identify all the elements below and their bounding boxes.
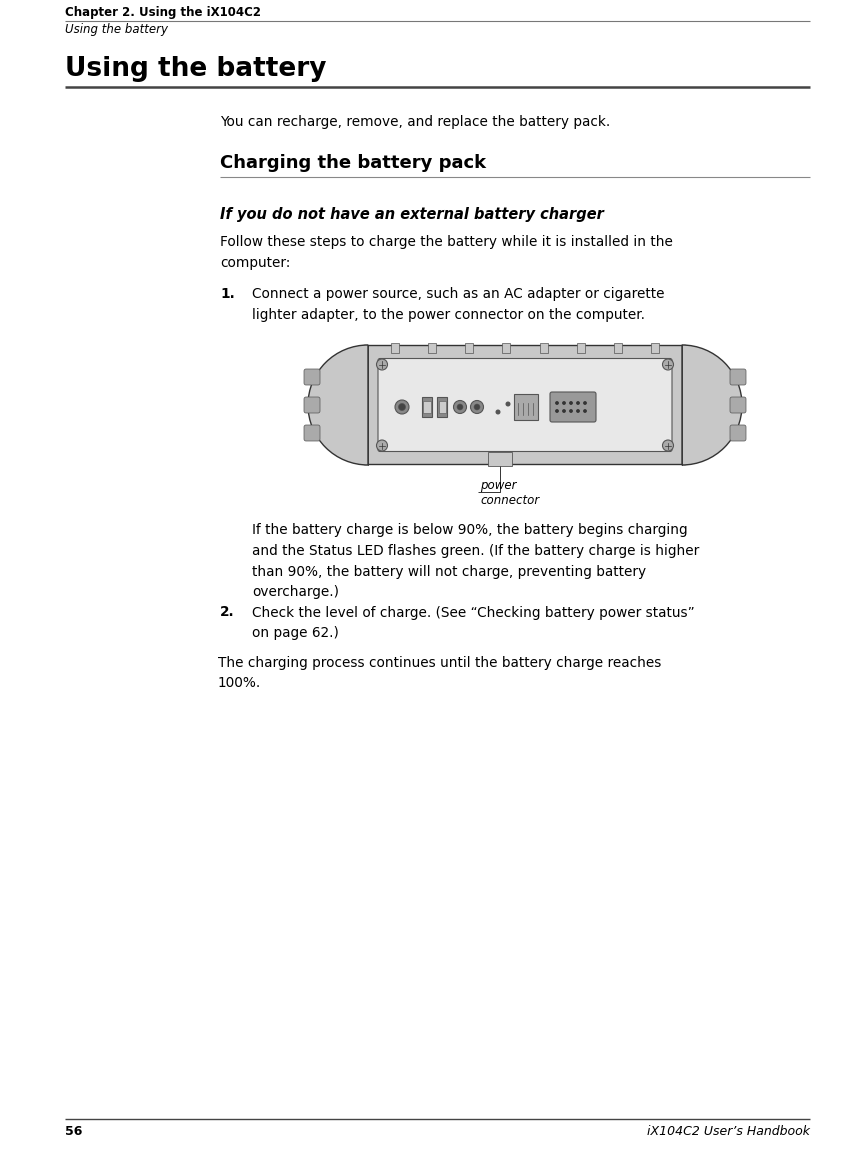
Text: Check the level of charge. (See “Checking battery power status”
on page 62.): Check the level of charge. (See “Checkin… bbox=[252, 606, 695, 640]
Circle shape bbox=[570, 402, 573, 404]
FancyBboxPatch shape bbox=[730, 369, 746, 385]
Text: Connect a power source, such as an AC adapter or cigarette
lighter adapter, to t: Connect a power source, such as an AC ad… bbox=[252, 287, 665, 322]
Bar bbox=[422, 397, 432, 417]
Circle shape bbox=[562, 402, 565, 404]
Circle shape bbox=[474, 404, 480, 410]
Circle shape bbox=[377, 359, 387, 370]
Circle shape bbox=[556, 410, 558, 412]
Text: 1.: 1. bbox=[220, 287, 235, 301]
Bar bbox=[540, 343, 547, 352]
FancyBboxPatch shape bbox=[362, 345, 688, 465]
Circle shape bbox=[507, 403, 510, 406]
Text: iX104C2 User’s Handbook: iX104C2 User’s Handbook bbox=[647, 1125, 810, 1138]
Bar bbox=[428, 343, 436, 352]
Text: If the battery charge is below 90%, the battery begins charging
and the Status L: If the battery charge is below 90%, the … bbox=[252, 524, 700, 599]
Circle shape bbox=[562, 410, 565, 412]
FancyBboxPatch shape bbox=[304, 369, 320, 385]
Circle shape bbox=[453, 400, 467, 413]
Circle shape bbox=[662, 440, 673, 451]
Bar bbox=[614, 343, 622, 352]
Bar bbox=[391, 343, 399, 352]
Circle shape bbox=[662, 359, 673, 370]
Text: Follow these steps to charge the battery while it is installed in the
computer:: Follow these steps to charge the battery… bbox=[220, 235, 673, 270]
Text: Using the battery: Using the battery bbox=[65, 23, 168, 36]
Bar bbox=[437, 397, 447, 417]
FancyBboxPatch shape bbox=[730, 425, 746, 441]
Circle shape bbox=[584, 410, 586, 412]
FancyBboxPatch shape bbox=[304, 397, 320, 413]
Circle shape bbox=[577, 402, 579, 404]
Circle shape bbox=[516, 410, 520, 414]
Circle shape bbox=[577, 410, 579, 412]
Text: The charging process continues until the battery charge reaches
100%.: The charging process continues until the… bbox=[218, 655, 662, 690]
Text: You can recharge, remove, and replace the battery pack.: You can recharge, remove, and replace th… bbox=[220, 115, 610, 129]
Text: 2.: 2. bbox=[220, 606, 235, 620]
Wedge shape bbox=[682, 345, 742, 465]
Text: Charging the battery pack: Charging the battery pack bbox=[220, 153, 486, 172]
Text: If you do not have an external battery charger: If you do not have an external battery c… bbox=[220, 207, 604, 222]
Circle shape bbox=[496, 410, 500, 414]
Circle shape bbox=[377, 440, 387, 451]
Bar bbox=[439, 400, 446, 413]
Bar bbox=[577, 343, 584, 352]
FancyBboxPatch shape bbox=[514, 394, 538, 420]
Circle shape bbox=[398, 404, 406, 411]
Bar bbox=[465, 343, 473, 352]
Text: connector: connector bbox=[480, 494, 540, 507]
FancyBboxPatch shape bbox=[730, 397, 746, 413]
Circle shape bbox=[457, 404, 463, 410]
Bar bbox=[502, 343, 511, 352]
Circle shape bbox=[556, 402, 558, 404]
FancyBboxPatch shape bbox=[304, 425, 320, 441]
Bar bbox=[424, 400, 430, 413]
Text: Using the battery: Using the battery bbox=[65, 57, 326, 82]
FancyBboxPatch shape bbox=[378, 359, 672, 451]
Circle shape bbox=[395, 400, 409, 414]
FancyBboxPatch shape bbox=[550, 392, 596, 422]
Circle shape bbox=[570, 410, 573, 412]
Text: power: power bbox=[480, 479, 517, 492]
Wedge shape bbox=[308, 345, 368, 465]
Text: 56: 56 bbox=[65, 1125, 82, 1138]
Circle shape bbox=[470, 400, 484, 413]
Bar bbox=[651, 343, 659, 352]
Circle shape bbox=[584, 402, 586, 404]
Bar bbox=[488, 452, 512, 465]
Text: Chapter 2. Using the iX104C2: Chapter 2. Using the iX104C2 bbox=[65, 6, 261, 18]
